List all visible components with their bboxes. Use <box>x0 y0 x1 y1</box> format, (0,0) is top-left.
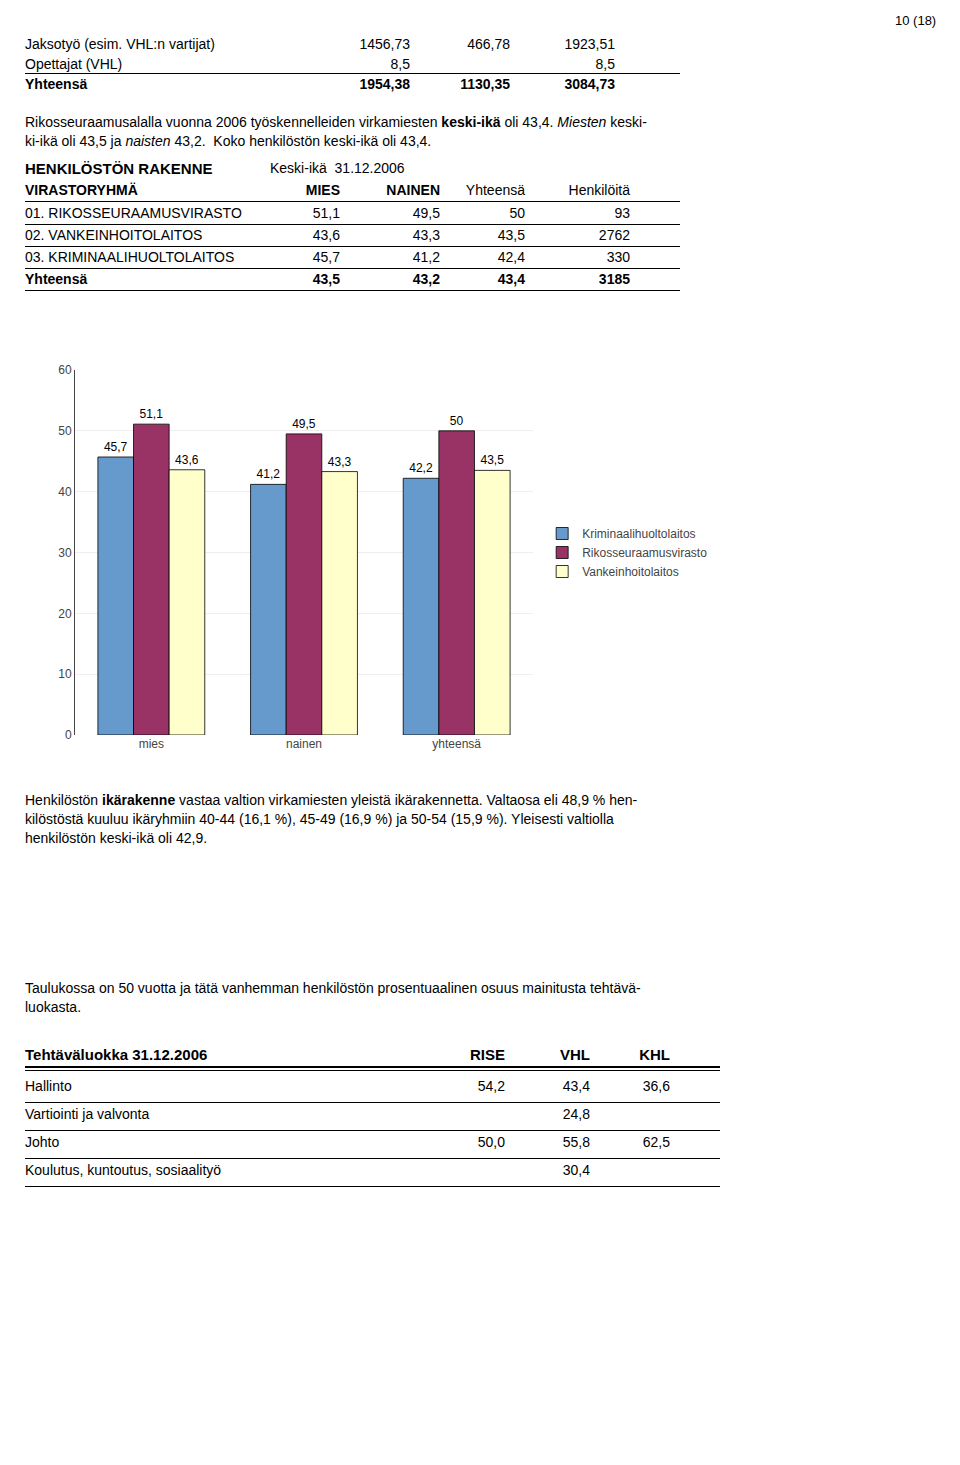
html-text:HENKILÖSTÖN RAKENNE: HENKILÖSTÖN RAKENNE <box>25 160 213 177</box>
html-text:1923,51: 1923,51 <box>564 36 615 52</box>
html-text:Yhteensä: Yhteensä <box>25 76 88 92</box>
html-text:Tehtäväluokka 31.12.2006: Tehtäväluokka 31.12.2006 <box>25 1046 208 1063</box>
html-text:Jaksotyö (esim. VHL:n vartijat: Jaksotyö (esim. VHL:n vartijat) <box>25 36 215 52</box>
html-text:36,6: 36,6 <box>642 1078 670 1094</box>
svg-text:Rikosseuraamusvirasto: Rikosseuraamusvirasto <box>582 546 707 560</box>
html-text:Yhteensä: Yhteensä <box>465 182 525 198</box>
html-text:42,4: 42,4 <box>497 249 525 265</box>
html-text:30,4: 30,4 <box>562 1162 590 1178</box>
svg-text:40: 40 <box>58 485 72 499</box>
svg-text:Kriminaalihuoltolaitos: Kriminaalihuoltolaitos <box>582 527 695 541</box>
html-text:henkilöstön keski-ikä oli 42,9: henkilöstön keski-ikä oli 42,9. <box>25 830 208 846</box>
html-text:10 (18): 10 (18) <box>895 13 937 28</box>
html-text:KHL: KHL <box>639 1046 670 1063</box>
svg-text:60: 60 <box>58 363 72 377</box>
svg-text:42,2: 42,2 <box>409 461 433 475</box>
html-text:Yhteensä: Yhteensä <box>25 271 88 287</box>
svg-text:51,1: 51,1 <box>139 407 163 421</box>
html-text:2762: 2762 <box>598 227 630 243</box>
svg-text:49,5: 49,5 <box>292 417 316 431</box>
svg-text:43,5: 43,5 <box>480 453 504 467</box>
svg-text:nainen: nainen <box>286 737 322 751</box>
html-text:Hallinto: Hallinto <box>25 1078 72 1094</box>
html-text:VHL: VHL <box>560 1046 590 1063</box>
html-text:45,7: 45,7 <box>312 249 340 265</box>
html-text:Johto: Johto <box>25 1134 60 1150</box>
html-text:Rikosseuraamusalalla vuonna 20: Rikosseuraamusalalla vuonna 2006 työsken… <box>25 114 647 130</box>
svg-text:Vankeinhoitolaitos: Vankeinhoitolaitos <box>582 565 679 579</box>
html-text:Keski-ikä 31.12.2006: Keski-ikä 31.12.2006 <box>270 160 405 176</box>
html-text:MIES: MIES <box>305 182 340 198</box>
html-text:kilöstöstä kuuluu ikäryhmiin 4: kilöstöstä kuuluu ikäryhmiin 40-44 (16,1… <box>25 811 614 827</box>
svg-text:43,3: 43,3 <box>328 455 352 469</box>
html-text:01. RIKOSSEURAAMUSVIRASTO: 01. RIKOSSEURAAMUSVIRASTO <box>25 205 242 221</box>
svg-text:30: 30 <box>58 546 72 560</box>
html-text:1954,38: 1954,38 <box>359 76 410 92</box>
html-text:43,4: 43,4 <box>562 1078 590 1094</box>
html-text:50,0: 50,0 <box>477 1134 505 1150</box>
html-text:54,2: 54,2 <box>477 1078 505 1094</box>
svg-text:mies: mies <box>139 737 164 751</box>
html-text:43,6: 43,6 <box>312 227 340 243</box>
html-text:43,2: 43,2 <box>412 271 440 287</box>
html-text:1130,35: 1130,35 <box>460 76 510 92</box>
html-text:02. VANKEINHOITOLAITOS: 02. VANKEINHOITOLAITOS <box>25 227 203 243</box>
html-text:Vartiointi ja valvonta: Vartiointi ja valvonta <box>25 1106 150 1122</box>
html-text:62,5: 62,5 <box>642 1134 670 1150</box>
html-text:51,1: 51,1 <box>312 205 340 221</box>
html-text:55,8: 55,8 <box>562 1134 590 1150</box>
html-text:03. KRIMINAALIHUOLTOLAITOS: 03. KRIMINAALIHUOLTOLAITOS <box>25 249 235 265</box>
html-text:41,2: 41,2 <box>412 249 440 265</box>
html-text:8,5: 8,5 <box>595 56 615 72</box>
svg-text:43,6: 43,6 <box>175 453 199 467</box>
svg-text:0: 0 <box>65 728 72 742</box>
html-text:43,5: 43,5 <box>312 271 340 287</box>
html-text:3084,73: 3084,73 <box>564 76 615 92</box>
html-text:1456,73: 1456,73 <box>359 36 410 52</box>
svg-text:10: 10 <box>58 667 72 681</box>
html-text:49,5: 49,5 <box>412 205 440 221</box>
html-text:93: 93 <box>614 205 630 221</box>
html-text:24,8: 24,8 <box>562 1106 590 1122</box>
html-text:466,78: 466,78 <box>467 36 510 52</box>
html-text:43,3: 43,3 <box>412 227 440 243</box>
html-text:Opettajat (VHL): Opettajat (VHL) <box>25 56 123 72</box>
svg-text:yhteensä: yhteensä <box>432 737 481 751</box>
html-text:Henkilöstön ikärakenne vastaa: Henkilöstön ikärakenne vastaa valtion vi… <box>25 792 638 808</box>
html-text:RISE: RISE <box>470 1046 505 1063</box>
svg-text:41,2: 41,2 <box>257 467 281 481</box>
html-text:NAINEN: NAINEN <box>386 182 440 198</box>
html-text:50: 50 <box>509 205 525 221</box>
svg-text:20: 20 <box>58 607 72 621</box>
html-text:43,4: 43,4 <box>497 271 525 287</box>
html-text:Taulukossa on 50 vuotta ja tät: Taulukossa on 50 vuotta ja tätä vanhemma… <box>25 980 641 996</box>
html-text:8,5: 8,5 <box>390 56 410 72</box>
html-text:luokasta.: luokasta. <box>25 999 81 1015</box>
html-text:3185: 3185 <box>598 271 630 287</box>
html-text:Koulutus, kuntoutus, sosiaalit: Koulutus, kuntoutus, sosiaalityö <box>25 1162 222 1178</box>
svg-text:45,7: 45,7 <box>104 440 128 454</box>
svg-text:50: 50 <box>450 414 464 428</box>
html-text:330: 330 <box>606 249 630 265</box>
svg-text:50: 50 <box>58 424 72 438</box>
html-text:ki-ikä oli 43,5 ja naisten 43,: ki-ikä oli 43,5 ja naisten 43,2. Koko he… <box>25 133 432 149</box>
html-text:VIRASTORYHMÄ: VIRASTORYHMÄ <box>25 182 138 198</box>
html-text:Henkilöitä: Henkilöitä <box>568 182 630 198</box>
html-text:43,5: 43,5 <box>497 227 525 243</box>
